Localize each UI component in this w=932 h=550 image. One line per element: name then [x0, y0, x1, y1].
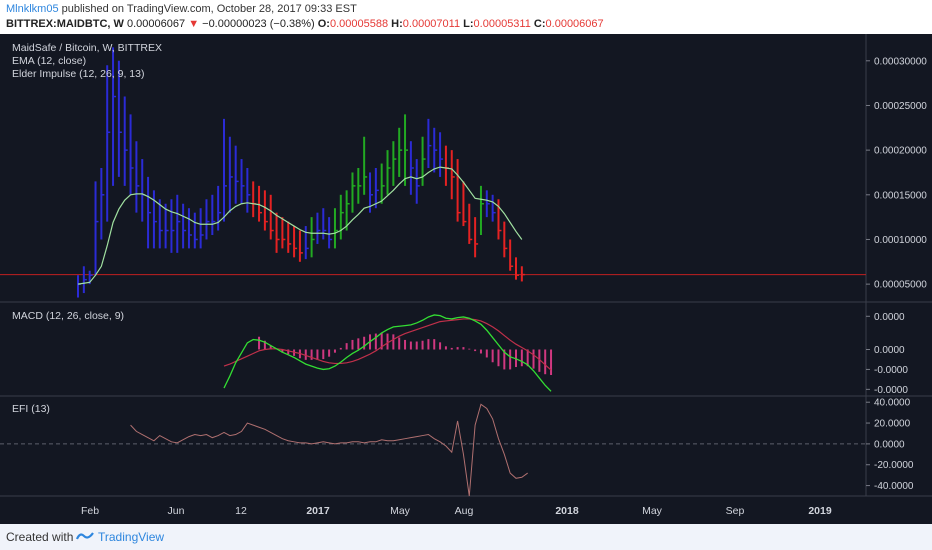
ema-line [77, 166, 523, 285]
efi-y-tick-label: -20.0000 [874, 460, 914, 471]
macd-line [223, 314, 552, 392]
chart-canvas[interactable]: Feb Jun 12 2017 May Aug 2018 May Sep 2019 0.000050… [0, 34, 932, 524]
last-price: 0.00006067 [127, 18, 186, 30]
macd-signal-line [223, 318, 552, 371]
author-link[interactable]: Mlnklkm05 [6, 3, 59, 15]
x-tick-label: Jun [168, 505, 185, 517]
symbol-label: BITTREX:MAIDBTC, W [6, 18, 124, 30]
low-value: 0.00005311 [473, 18, 531, 30]
open-label: O: [317, 18, 330, 30]
main-pane-title: MaidSafe / Bitcoin, W, BITTREX [12, 42, 162, 54]
y-tick-label: 0.00030000 [874, 56, 927, 67]
x-tick-label: May [390, 505, 411, 517]
publish-info: published on TradingView.com, October 28… [58, 3, 357, 15]
x-tick-label: 2019 [808, 505, 832, 517]
low-label: L: [463, 18, 474, 30]
y-tick-label: 0.00010000 [874, 235, 927, 246]
open-value: 0.00005588 [329, 18, 389, 30]
efi-y-tick-label: -40.0000 [874, 481, 914, 492]
chart-header: Mlnklkm05 published on TradingView.com, … [0, 0, 932, 34]
macd-legend: MACD (12, 26, close, 9) [12, 310, 125, 322]
efi-y-tick-label: 40.0000 [874, 398, 911, 409]
efi-y-tick-label: 20.0000 [874, 419, 911, 430]
macd-y-tick-label: -0.0000 [874, 385, 908, 396]
efi-legend: EFI (13) [12, 403, 50, 415]
chart-area[interactable]: Feb Jun 12 2017 May Aug 2018 May Sep 2019 0.000050… [0, 34, 932, 524]
elder-impulse-legend: Elder Impulse (12, 26, 9, 13) [12, 68, 145, 80]
y-tick-label: 0.00005000 [874, 280, 927, 291]
created-with-label: Created with [6, 530, 74, 544]
footer: Created with TradingView [0, 524, 932, 550]
efi-y-tick-label: 0.0000 [874, 439, 905, 450]
close-value: 0.00006067 [545, 18, 604, 30]
macd-y-tick-label: 0.0000 [874, 312, 905, 323]
y-tick-label: 0.00020000 [874, 146, 927, 157]
x-tick-label: Sep [726, 505, 745, 517]
x-tick-label: Aug [455, 505, 474, 517]
close-label: C: [533, 18, 546, 30]
y-tick-label: 0.00015000 [874, 190, 927, 201]
high-label: H: [391, 18, 403, 30]
ema-legend: EMA (12, close) [12, 55, 87, 67]
efi-line [130, 403, 528, 497]
x-tick-label: 2018 [555, 505, 579, 517]
macd-y-tick-label: -0.0000 [874, 365, 908, 376]
quote-line: BITTREX:MAIDBTC, W 0.00006067 ▼ −0.00000… [6, 18, 604, 30]
y-tick-label: 0.00025000 [874, 101, 927, 112]
x-tick-label: May [642, 505, 663, 517]
x-tick-label: 12 [235, 505, 247, 517]
tradingview-brand-link[interactable]: TradingView [98, 530, 165, 544]
high-value: 0.00007011 [402, 18, 461, 30]
publish-line: Mlnklkm05 published on TradingView.com, … [6, 3, 357, 15]
x-tick-label: 2017 [306, 505, 330, 517]
down-arrow-icon: ▼ [188, 18, 200, 30]
x-tick-label: Feb [81, 505, 99, 517]
macd-y-tick-label: 0.0000 [874, 345, 905, 356]
tradingview-logo-icon [75, 530, 95, 545]
price-change: −0.00000023 (−0.38%) [202, 18, 315, 30]
